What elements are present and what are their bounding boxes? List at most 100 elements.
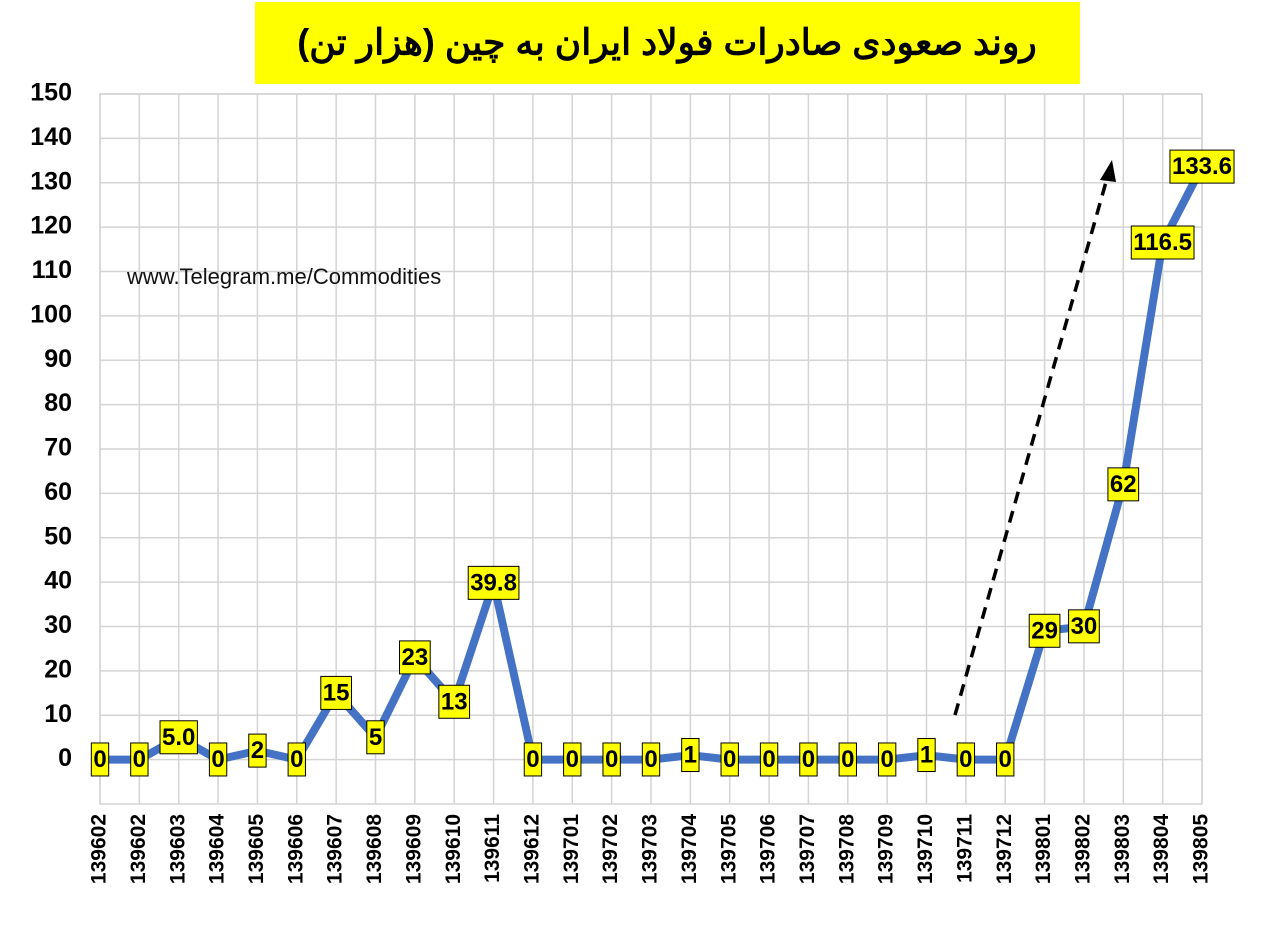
value-label: 0 — [287, 742, 306, 777]
value-label-box — [438, 684, 471, 719]
value-label-text: 133.6 — [1172, 153, 1232, 180]
y-tick-label: 50 — [44, 522, 72, 550]
title-box — [255, 2, 1080, 84]
value-label-text: 0 — [999, 746, 1012, 773]
value-label: 0 — [563, 742, 582, 777]
value-label-text: 0 — [566, 746, 579, 773]
value-label-text: 116.5 — [1133, 229, 1192, 256]
x-tick-label: 139602 — [88, 814, 111, 884]
value-label: 133.6 — [1169, 149, 1235, 184]
value-label: 0 — [641, 742, 661, 777]
x-tick-label: 139607 — [324, 814, 347, 884]
x-tick-label: 139703 — [639, 814, 662, 884]
value-label-text: 13 — [441, 688, 468, 715]
value-label-box — [720, 742, 739, 777]
value-label: 5 — [366, 720, 385, 755]
value-label-box — [996, 742, 1015, 777]
x-tick-label: 139711 — [953, 814, 976, 883]
value-label-box — [1107, 467, 1140, 502]
x-tick-label: 139802 — [1071, 814, 1094, 884]
value-label-text: 30 — [1071, 613, 1098, 640]
value-label-text: 62 — [1110, 471, 1137, 498]
chart-title: روند صعودی صادرات فولاد ایران به چین (هز… — [297, 22, 1036, 65]
value-label-box — [877, 742, 897, 777]
x-tick-label: 139603 — [166, 814, 189, 884]
value-label: 5.0 — [159, 720, 198, 755]
x-tick-label: 139803 — [1111, 814, 1134, 884]
value-label-text: 0 — [526, 746, 539, 773]
x-tick-label: 139608 — [363, 814, 386, 884]
value-label-box — [956, 742, 976, 777]
x-tick-label: 139708 — [835, 814, 858, 884]
value-label-text: 0 — [959, 746, 972, 773]
value-label-text: 1 — [684, 742, 697, 769]
x-tick-label: 139604 — [206, 814, 229, 884]
value-label-text: 0 — [133, 746, 146, 773]
value-label: 0 — [759, 742, 779, 777]
value-label-text: 0 — [211, 746, 224, 773]
value-label-box — [563, 742, 582, 777]
value-label-box — [159, 720, 198, 755]
value-label: 0 — [799, 742, 818, 777]
x-tick-label: 139705 — [717, 814, 740, 884]
value-label: 15 — [320, 675, 352, 710]
x-tick-label: 139704 — [678, 814, 701, 884]
value-label-box — [681, 738, 700, 773]
value-label-box — [1068, 609, 1100, 644]
value-label: 0 — [956, 742, 976, 777]
value-label: 29 — [1028, 613, 1061, 648]
value-label-box — [641, 742, 661, 777]
x-tick-label: 139804 — [1150, 814, 1173, 884]
x-tick-label: 139805 — [1190, 814, 1213, 884]
value-label: 39.8 — [467, 565, 520, 600]
y-tick-label: 40 — [44, 567, 72, 595]
y-tick-label: 10 — [44, 700, 72, 728]
value-label: 0 — [602, 742, 621, 777]
x-tick-label: 139701 — [560, 814, 583, 884]
value-label: 0 — [90, 742, 110, 777]
x-tick-label: 139602 — [127, 814, 150, 884]
y-tick-label: 100 — [30, 300, 72, 328]
value-label: 0 — [996, 742, 1015, 777]
value-label: 116.5 — [1130, 225, 1195, 260]
value-label-box — [467, 565, 520, 600]
value-label: 0 — [877, 742, 897, 777]
y-tick-label: 90 — [44, 345, 72, 373]
value-label-box — [759, 742, 779, 777]
value-label-box — [917, 738, 936, 773]
trend-arrow — [953, 174, 1110, 716]
value-label-box — [248, 733, 267, 768]
value-label-text: 23 — [402, 644, 429, 671]
value-label-text: 15 — [323, 679, 350, 706]
x-tick-label: 139709 — [875, 814, 898, 884]
value-label: 0 — [208, 742, 228, 777]
value-label-text: 0 — [644, 746, 657, 773]
value-label-text: 39.8 — [470, 569, 517, 596]
value-label-box — [799, 742, 818, 777]
y-tick-label: 150 — [30, 79, 72, 107]
x-tick-label: 139712 — [993, 814, 1016, 884]
value-label-text: 0 — [841, 746, 854, 773]
arrow-head — [1100, 160, 1116, 182]
value-label: 2 — [248, 733, 267, 768]
y-tick-label: 0 — [58, 744, 72, 772]
grid — [99, 93, 1203, 805]
x-tick-label: 139611 — [481, 814, 504, 883]
value-label-text: 5 — [369, 724, 382, 751]
y-tick-label: 110 — [32, 256, 72, 284]
x-tick-label: 139609 — [402, 814, 425, 884]
value-label-box — [523, 742, 543, 777]
value-label-box — [602, 742, 621, 777]
value-label-text: 0 — [802, 746, 815, 773]
value-label-text: 0 — [605, 746, 618, 773]
value-label: 0 — [523, 742, 543, 777]
x-tick-label: 139801 — [1032, 814, 1055, 884]
x-tick-label: 139702 — [599, 814, 622, 884]
y-tick-label: 120 — [30, 212, 72, 240]
value-label: 0 — [130, 742, 149, 777]
value-label-box — [320, 675, 352, 710]
value-label-box — [1169, 149, 1235, 184]
value-label-text: 0 — [290, 746, 303, 773]
